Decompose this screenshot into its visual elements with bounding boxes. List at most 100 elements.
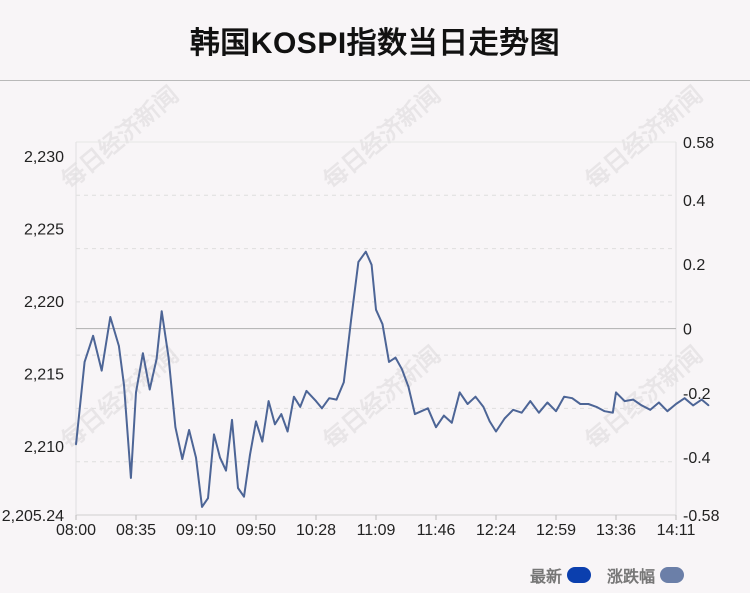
data-point xyxy=(538,411,540,414)
legend-item-latest[interactable]: 最新 xyxy=(530,563,591,587)
x-tick-label: 12:24 xyxy=(476,522,516,539)
data-point xyxy=(100,369,103,372)
data-point xyxy=(632,398,634,401)
y-left-tick-label: 2,230 xyxy=(24,149,64,166)
data-point xyxy=(623,400,626,402)
data-point xyxy=(381,323,384,326)
data-point xyxy=(335,398,338,401)
data-point xyxy=(388,361,390,363)
data-point xyxy=(195,456,197,459)
x-tick-label: 08:00 xyxy=(56,522,96,539)
data-point xyxy=(370,264,373,266)
data-point xyxy=(365,250,367,253)
data-point xyxy=(167,356,170,359)
x-tick-label: 11:09 xyxy=(357,522,396,539)
data-point xyxy=(435,426,437,429)
data-point xyxy=(293,395,295,398)
data-point xyxy=(305,390,308,392)
data-point xyxy=(219,456,221,459)
y-left-tick-label: 2,220 xyxy=(24,294,64,311)
data-point xyxy=(571,397,573,400)
data-point xyxy=(466,403,469,405)
y-left-tick-label: 2,215 xyxy=(24,367,64,384)
data-point xyxy=(555,410,557,413)
data-point xyxy=(375,308,377,311)
data-point xyxy=(142,352,144,355)
data-point xyxy=(407,385,410,388)
x-tick-label: 08:35 xyxy=(116,522,156,539)
data-point xyxy=(692,404,694,407)
data-point xyxy=(207,497,209,500)
data-point xyxy=(249,453,251,456)
data-point xyxy=(130,477,132,479)
data-point xyxy=(563,395,565,398)
x-tick-label: 10:28 xyxy=(296,522,336,539)
data-point xyxy=(666,410,669,413)
x-tick-label: 09:50 xyxy=(236,522,276,539)
data-point xyxy=(188,429,190,431)
legend-item-change[interactable]: 涨跌幅 xyxy=(607,563,684,587)
data-point xyxy=(595,406,598,408)
data-point xyxy=(707,404,710,407)
y-right-tick-label: -0.58 xyxy=(683,508,720,525)
legend: 最新 涨跌幅 xyxy=(514,563,684,587)
data-point xyxy=(700,398,703,401)
data-point xyxy=(458,391,461,394)
y-right-tick-label: -0.2 xyxy=(683,386,711,403)
legend-label-change: 涨跌幅 xyxy=(606,569,655,586)
data-point xyxy=(123,384,125,386)
data-point xyxy=(420,410,423,413)
x-tick-label: 11:46 xyxy=(417,522,456,539)
data-point xyxy=(587,403,590,405)
data-point xyxy=(529,400,532,402)
data-point xyxy=(315,400,317,402)
data-point xyxy=(350,319,352,321)
data-point xyxy=(213,433,215,436)
data-point xyxy=(299,406,302,408)
data-point xyxy=(451,422,453,424)
data-point xyxy=(357,261,360,263)
data-point xyxy=(546,401,549,404)
data-point xyxy=(640,404,643,407)
data-point xyxy=(495,430,497,433)
data-point xyxy=(603,410,606,413)
data-point xyxy=(649,409,652,411)
data-point xyxy=(512,409,514,411)
data-point xyxy=(675,403,677,405)
data-point xyxy=(482,406,485,408)
data-point xyxy=(148,388,151,391)
data-point xyxy=(181,458,184,460)
data-point xyxy=(401,368,403,371)
data-point xyxy=(83,361,86,363)
y-right-tick-label: 0.2 xyxy=(683,257,705,274)
x-tick-label: 12:59 xyxy=(536,522,576,539)
data-point xyxy=(109,316,112,318)
data-point xyxy=(615,391,617,394)
data-point xyxy=(520,411,523,414)
watermark-text: 每日经济新闻 xyxy=(55,80,184,195)
data-point xyxy=(443,414,445,417)
legend-swatch-change xyxy=(660,567,684,583)
data-point xyxy=(255,420,257,423)
x-tick-label: 14:11 xyxy=(657,522,696,539)
data-point xyxy=(274,423,276,426)
data-point xyxy=(243,495,245,498)
y-right-tick-label: -0.4 xyxy=(683,450,711,467)
chart-title: 韩国KOSPI指数当日走势图 xyxy=(189,27,561,60)
data-point xyxy=(201,506,203,508)
data-point xyxy=(427,407,429,410)
data-point xyxy=(488,420,491,423)
data-point xyxy=(261,440,264,443)
legend-label-latest: 最新 xyxy=(529,569,562,586)
y-left-tick-label: 2,225 xyxy=(24,222,64,239)
data-point xyxy=(92,335,94,337)
watermark-text: 每日经济新闻 xyxy=(317,80,446,195)
title-divider xyxy=(0,80,750,81)
x-tick-label: 13:36 xyxy=(596,522,636,539)
legend-swatch-latest xyxy=(566,567,591,583)
data-point xyxy=(343,381,345,384)
y-left-tick-label: 2,210 xyxy=(24,439,64,456)
y-right-tick-label: 0 xyxy=(683,322,692,339)
data-point xyxy=(155,358,158,360)
